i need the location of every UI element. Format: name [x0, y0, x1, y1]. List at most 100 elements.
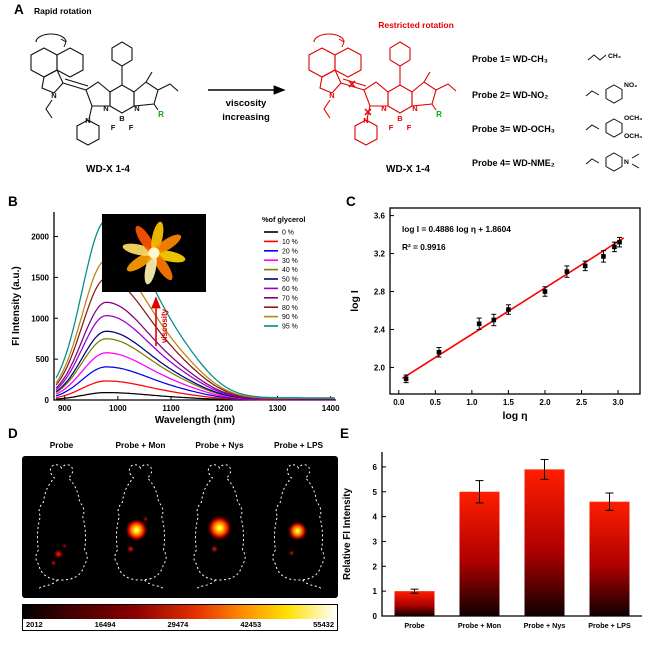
atom-f1: F: [111, 123, 116, 132]
svg-text:3.6: 3.6: [374, 212, 386, 221]
svg-text:Probe + Mon: Probe + Mon: [458, 621, 501, 630]
atom-r: R: [158, 110, 164, 119]
svg-text:1500: 1500: [31, 273, 49, 282]
probe-4-substituent: N: [624, 159, 629, 166]
svg-text:viscosity: viscosity: [160, 308, 169, 343]
svg-text:20 %: 20 %: [282, 248, 298, 255]
svg-text:Relative FI Intensity: Relative FI Intensity: [342, 487, 353, 580]
x-mark-vinyl: ✕: [347, 79, 356, 91]
mouse-2: [193, 464, 246, 591]
mouse-0: [35, 464, 88, 591]
image-background: [22, 456, 338, 598]
panel-c-label: C: [346, 194, 356, 209]
svg-text:2.0: 2.0: [374, 363, 386, 372]
svg-text:log I = 0.4886 log η + 1.8604: log I = 0.4886 log η + 1.8604: [402, 224, 511, 234]
molecule-right: N N N N B F F R: [308, 33, 457, 146]
svg-text:6: 6: [373, 463, 378, 472]
x-mark-piperidine: ✕: [363, 107, 372, 119]
atom-n-indole: N: [51, 91, 56, 100]
svg-text:0: 0: [45, 396, 50, 405]
svg-text:4: 4: [373, 513, 378, 522]
probe-2-substituent: NO₂: [624, 82, 637, 89]
panel-e-label: E: [340, 426, 350, 441]
colorbar-value: 16494: [94, 620, 116, 629]
svg-text:R² = 0.9916: R² = 0.9916: [402, 242, 446, 252]
mouse-label: Probe + Nys: [195, 440, 244, 450]
mouse-label: Probe: [49, 440, 74, 450]
colorbar-value: 55432: [313, 620, 334, 629]
color-scale-values: 2012 16494 29474 42453 55432: [23, 619, 337, 630]
atom-n-piperidine: N: [85, 116, 90, 125]
svg-text:1.5: 1.5: [503, 398, 515, 407]
colorbar-value: 42453: [240, 620, 262, 629]
panel-a-label: A: [14, 2, 24, 17]
svg-text:1.0: 1.0: [466, 398, 478, 407]
mouse-label: Probe + Mon: [115, 440, 166, 450]
svg-text:2000: 2000: [31, 233, 49, 242]
svg-text:10 %: 10 %: [282, 239, 298, 246]
svg-text:50 %: 50 %: [282, 277, 298, 284]
atom-n-left: N: [103, 104, 108, 113]
atom-n-right: N: [412, 104, 417, 113]
molecule-left: N N N N B F F R: [30, 33, 179, 146]
svg-text:1300: 1300: [269, 404, 287, 413]
atom-f1: F: [389, 123, 394, 132]
right-molecule-name: WD-X 1-4: [386, 164, 430, 175]
svg-text:FI Intensity (a.u.): FI Intensity (a.u.): [11, 266, 22, 345]
svg-text:1200: 1200: [215, 404, 233, 413]
atom-b: B: [119, 114, 125, 123]
svg-text:3.2: 3.2: [374, 250, 386, 259]
panel-b-spectra-chart: 900 1000 1100 1200 1300 1400 0 500 1000 1500 2000 W…: [11, 212, 340, 426]
svg-text:0.5: 0.5: [430, 398, 442, 407]
mice-image: [22, 456, 338, 598]
colorbar-value: 2012: [26, 620, 43, 629]
svg-text:Probe + LPS: Probe + LPS: [588, 621, 631, 630]
restricted-rotation-label: Restricted rotation: [378, 20, 454, 30]
atom-n-right: N: [134, 104, 139, 113]
color-scale-gradient: [23, 605, 337, 619]
svg-text:1400: 1400: [322, 404, 340, 413]
atom-r: R: [436, 110, 442, 119]
svg-text:90 %: 90 %: [282, 314, 298, 321]
svg-text:60 %: 60 %: [282, 286, 298, 293]
svg-text:1100: 1100: [162, 404, 180, 413]
svg-text:3: 3: [373, 537, 378, 546]
svg-text:%of glycerol: %of glycerol: [262, 215, 305, 224]
svg-text:70 %: 70 %: [282, 295, 298, 302]
svg-text:Probe: Probe: [404, 621, 424, 630]
panel-a-scheme: N N N N B F F R N: [30, 6, 642, 175]
colorbar-value: 29474: [167, 620, 189, 629]
svg-text:1: 1: [373, 587, 378, 596]
probe-1-substituent: CH₃: [608, 53, 621, 60]
atom-n-left: N: [381, 104, 386, 113]
rapid-rotation-label: Rapid rotation: [34, 6, 92, 16]
svg-text:5: 5: [373, 488, 378, 497]
probe-1-label: Probe 1= WD-CH₃: [472, 54, 548, 64]
svg-text:1000: 1000: [109, 404, 127, 413]
svg-text:40 %: 40 %: [282, 267, 298, 274]
panel-d-imaging: Probe Probe + Mon Probe + Nys Probe + LP…: [10, 428, 342, 644]
svg-text:0 %: 0 %: [282, 230, 294, 237]
svg-text:500: 500: [36, 355, 50, 364]
atom-n-piperidine: N: [363, 116, 368, 125]
svg-text:log η: log η: [502, 410, 527, 422]
svg-text:Wavelength (nm): Wavelength (nm): [155, 415, 235, 426]
svg-text:Probe + Nys: Probe + Nys: [524, 621, 566, 630]
probe-2-label: Probe 2= WD-NO₂: [472, 90, 548, 100]
svg-text:2.0: 2.0: [539, 398, 551, 407]
atom-f2: F: [129, 123, 134, 132]
svg-text:900: 900: [58, 404, 72, 413]
svg-text:1000: 1000: [31, 314, 49, 323]
svg-text:0: 0: [373, 612, 378, 621]
mouse-3: [272, 464, 325, 591]
atom-n-indole: N: [329, 91, 334, 100]
mice-labels-row: Probe Probe + Mon Probe + Nys Probe + LP…: [22, 440, 338, 450]
atom-b: B: [397, 114, 403, 123]
probe-substituent-structures: [585, 54, 640, 172]
svg-text:80 %: 80 %: [282, 305, 298, 312]
probe-3-label: Probe 3= WD-OCH₃: [472, 124, 555, 134]
probe-4-label: Probe 4= WD-NME₂: [472, 158, 555, 168]
panel-b-label: B: [8, 194, 18, 209]
viscosity-text-1: viscosity: [226, 98, 267, 109]
